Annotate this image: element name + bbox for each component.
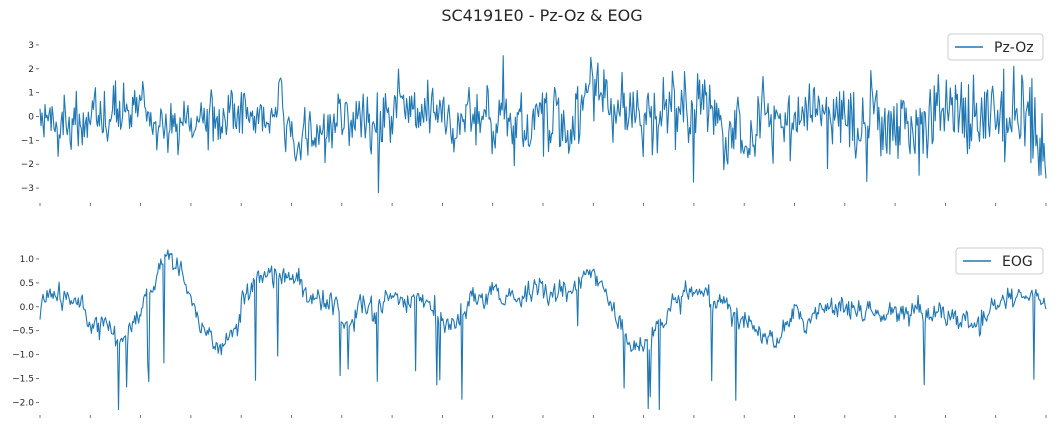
- legend-label: EOG: [1002, 254, 1033, 270]
- y-tick-label: −2.0: [12, 398, 34, 408]
- legend: Pz-Oz: [947, 33, 1044, 61]
- y-tick-label: 0.5: [20, 279, 34, 289]
- y-tick-label: −2: [21, 160, 34, 170]
- series-line-pz-oz: [39, 55, 1047, 194]
- y-tick-label: 3: [28, 41, 34, 51]
- y-tick-label: 0: [28, 113, 34, 123]
- legend-box: [955, 247, 1044, 275]
- y-tick-label: −0.5: [12, 327, 34, 337]
- y-tick-label: 2: [28, 65, 34, 75]
- y-tick-label: −1.5: [12, 375, 34, 385]
- y-tick-label: 1: [28, 89, 34, 99]
- eog-panel: 1.0 0.5 0.0 −0.5 −1.0 −1.5 −2.0 EOG: [12, 247, 1047, 418]
- legend: EOG: [955, 247, 1044, 275]
- y-tick-label: −1.0: [12, 351, 34, 361]
- y-tick-label: −1: [21, 136, 34, 146]
- legend-label: Pz-Oz: [994, 40, 1034, 56]
- y-tick-label: 0.0: [20, 303, 35, 313]
- y-tick-label: −3: [21, 184, 34, 194]
- chart-title: SC4191E0 - Pz-Oz & EOG: [441, 6, 642, 25]
- legend-box: [947, 33, 1044, 61]
- y-tick-label: 1.0: [20, 255, 35, 265]
- series-line-eog: [39, 249, 1047, 411]
- pz-oz-panel: 3 2 1 0 −1 −2 −3 Pz-Oz: [21, 33, 1047, 206]
